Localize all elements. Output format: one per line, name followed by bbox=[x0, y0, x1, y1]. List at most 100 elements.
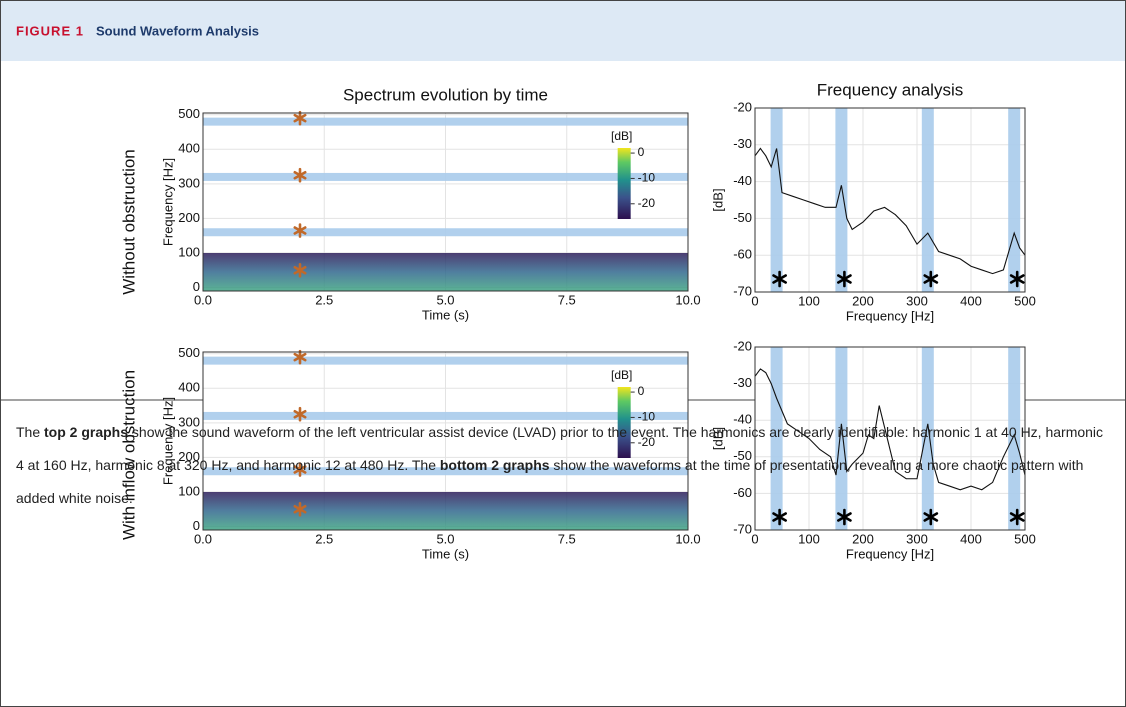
x-tick-label: 200 bbox=[852, 531, 874, 546]
y-tick-label: 400 bbox=[178, 141, 200, 156]
x-tick-label: 10.0 bbox=[675, 531, 700, 546]
harmonic-marker bbox=[772, 508, 787, 526]
harmonic-marker bbox=[293, 501, 307, 517]
figure-title: Sound Waveform Analysis bbox=[96, 23, 259, 38]
colorbar-tick-label: -10 bbox=[638, 171, 656, 185]
y-tick-label: 500 bbox=[178, 106, 200, 121]
harmonic-marker bbox=[293, 462, 307, 477]
noise-floor bbox=[203, 252, 688, 291]
x-axis-label: Time (s) bbox=[422, 546, 469, 561]
y-tick-label: 100 bbox=[178, 244, 200, 259]
y-tick-label: 100 bbox=[178, 483, 200, 498]
x-axis-label: Frequency [Hz] bbox=[846, 546, 934, 561]
x-tick-label: 7.5 bbox=[558, 292, 576, 307]
harmonic-band bbox=[203, 467, 688, 476]
spectrum-line bbox=[754, 368, 1026, 491]
y-axis-label: Frequency [Hz] bbox=[160, 397, 175, 485]
colorbar-tick-label: 0 bbox=[638, 145, 645, 159]
harmonic-marker bbox=[923, 270, 939, 288]
harmonic-marker bbox=[293, 349, 307, 365]
harmonic-marker bbox=[293, 262, 307, 278]
y-tick-label: 300 bbox=[178, 414, 200, 429]
noise-floor bbox=[203, 491, 688, 530]
spectrum-line bbox=[754, 147, 1026, 275]
row-label: Without obstruction bbox=[119, 149, 138, 295]
y-tick-label: -30 bbox=[733, 375, 752, 390]
caption-text: The bbox=[16, 424, 45, 440]
harmonic-band bbox=[770, 347, 783, 530]
x-tick-label: 2.5 bbox=[315, 531, 333, 546]
y-tick-label: -60 bbox=[733, 485, 752, 500]
harmonic-band bbox=[203, 228, 688, 237]
harmonic-marker bbox=[293, 110, 307, 126]
caption: The top 2 graphs show the sound waveform… bbox=[16, 416, 1106, 515]
caption-text: top 2 graphs bbox=[44, 424, 129, 440]
x-tick-label: 500 bbox=[1014, 531, 1036, 546]
harmonic-band bbox=[921, 347, 934, 530]
plot-border bbox=[202, 112, 689, 292]
harmonic-band bbox=[770, 108, 783, 292]
plot-area bbox=[755, 347, 1025, 530]
plot-border bbox=[754, 107, 1026, 293]
figure-label: FIGURE 1 bbox=[16, 23, 84, 38]
chart-title: Spectrum evolution by time bbox=[343, 85, 548, 104]
header-band bbox=[1, 1, 1125, 61]
colorbar-tick-label: -20 bbox=[638, 435, 656, 449]
caption-text: bottom 2 graphs bbox=[439, 457, 550, 473]
y-tick-label: 0 bbox=[193, 518, 200, 533]
caption-text: show the sound waveform of the left vent… bbox=[16, 424, 1104, 473]
plot-border bbox=[202, 351, 689, 531]
harmonic-band bbox=[835, 108, 848, 292]
plot-area bbox=[755, 108, 1025, 292]
caption-text: show the waveforms at the time of presen… bbox=[16, 457, 1084, 506]
harmonic-marker bbox=[293, 223, 307, 238]
y-tick-label: -40 bbox=[733, 173, 752, 188]
x-tick-label: 2.5 bbox=[315, 292, 333, 307]
colorbar-label: [dB] bbox=[611, 368, 632, 382]
harmonic-marker bbox=[1009, 508, 1025, 526]
colorbar bbox=[617, 387, 631, 458]
x-axis-label: Time (s) bbox=[422, 307, 469, 322]
chart-title: Frequency analysis bbox=[817, 80, 963, 99]
harmonic-band bbox=[1008, 108, 1021, 292]
y-tick-label: 200 bbox=[178, 449, 200, 464]
y-tick-label: 300 bbox=[178, 175, 200, 190]
y-tick-label: -30 bbox=[733, 136, 752, 151]
harmonic-marker bbox=[837, 270, 852, 288]
y-tick-label: -20 bbox=[733, 338, 752, 353]
x-tick-label: 400 bbox=[960, 531, 982, 546]
colorbar-tick-label: -10 bbox=[638, 410, 656, 424]
y-tick-label: -60 bbox=[733, 247, 752, 262]
x-tick-label: 400 bbox=[960, 293, 982, 308]
harmonic-band bbox=[203, 356, 688, 365]
plot-border bbox=[754, 346, 1026, 531]
colorbar-tick-label: 0 bbox=[638, 384, 645, 398]
harmonic-marker bbox=[772, 270, 787, 288]
x-tick-label: 5.0 bbox=[436, 292, 454, 307]
x-tick-label: 0.0 bbox=[194, 292, 212, 307]
y-tick-label: -50 bbox=[733, 448, 752, 463]
harmonic-marker bbox=[1009, 270, 1025, 288]
y-tick-label: -70 bbox=[733, 283, 752, 298]
harmonic-marker bbox=[293, 167, 307, 183]
x-tick-label: 10.0 bbox=[675, 292, 700, 307]
y-axis-label: Frequency [Hz] bbox=[160, 158, 175, 246]
harmonic-band bbox=[203, 172, 688, 181]
x-tick-label: 0.0 bbox=[194, 531, 212, 546]
x-tick-label: 5.0 bbox=[436, 531, 454, 546]
harmonic-marker bbox=[923, 508, 939, 526]
harmonic-band bbox=[835, 347, 848, 530]
harmonic-band bbox=[921, 108, 934, 292]
harmonic-band bbox=[203, 411, 688, 420]
x-tick-label: 200 bbox=[852, 293, 874, 308]
harmonic-marker bbox=[837, 508, 852, 526]
x-tick-label: 100 bbox=[798, 531, 820, 546]
x-tick-label: 300 bbox=[906, 531, 928, 546]
harmonic-band bbox=[203, 117, 688, 126]
colorbar bbox=[617, 148, 631, 219]
harmonic-band bbox=[1008, 347, 1021, 530]
y-axis-label: [dB] bbox=[710, 188, 725, 211]
colorbar-tick-label: -20 bbox=[638, 196, 656, 210]
colorbar-label: [dB] bbox=[611, 129, 632, 143]
